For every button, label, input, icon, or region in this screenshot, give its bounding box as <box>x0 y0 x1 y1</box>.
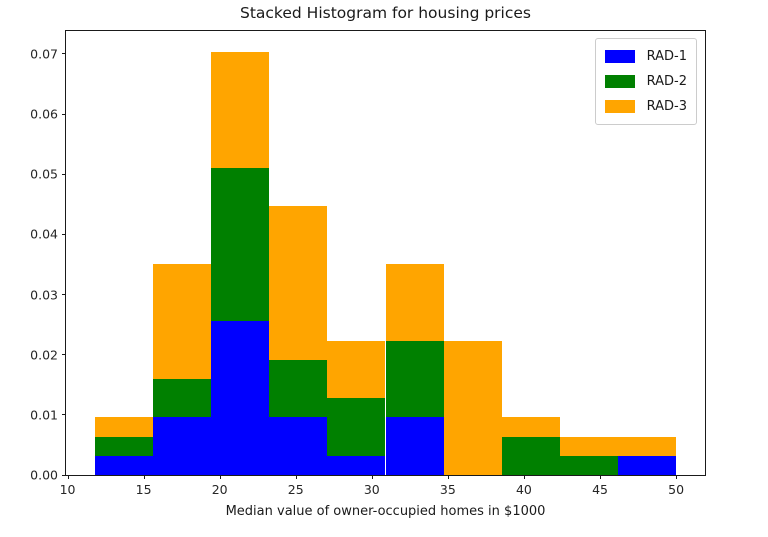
x-tick-label-25: 25 <box>287 482 304 497</box>
bar-segment-rad-1-bin6 <box>385 417 444 475</box>
bar-segment-rad-2-bin2 <box>153 378 212 418</box>
legend-swatch-rad-1 <box>604 50 635 63</box>
bar-segment-rad-3-bin2 <box>153 263 212 379</box>
chart-title: Stacked Histogram for housing prices <box>240 4 531 22</box>
bar-segment-rad-3-bin5 <box>327 340 386 399</box>
y-tick-label-0.02: 0.02 <box>30 347 58 363</box>
x-tick-mark-20 <box>219 475 221 479</box>
x-tick-mark-45 <box>600 475 602 479</box>
y-tick-label-0.01: 0.01 <box>30 407 58 423</box>
bar-segment-rad-3-bin1 <box>94 417 154 437</box>
legend: RAD-1 RAD-2 RAD-3 <box>594 38 697 125</box>
y-tick-label-0.05: 0.05 <box>30 166 58 182</box>
bar-segment-rad-2-bin1 <box>94 436 154 456</box>
bar-segment-rad-2-bin9 <box>559 455 618 475</box>
bar-segment-rad-3-bin6 <box>385 263 444 341</box>
legend-label-rad-3: RAD-3 <box>646 99 687 114</box>
bar-segment-rad-1-bin5 <box>327 455 386 475</box>
bar-segment-rad-2-bin8 <box>501 436 560 475</box>
y-tick-mark-0.06 <box>62 113 66 115</box>
bar-segment-rad-3-bin8 <box>501 417 560 437</box>
x-tick-mark-35 <box>447 475 449 479</box>
bar-segment-rad-2-bin5 <box>327 398 386 456</box>
x-tick-mark-15 <box>143 475 145 479</box>
x-tick-label-30: 30 <box>363 482 380 497</box>
x-tick-mark-40 <box>523 475 525 479</box>
bar-segment-rad-3-bin9 <box>559 436 618 456</box>
bar-segment-rad-2-bin4 <box>269 359 328 418</box>
x-tick-label-20: 20 <box>211 482 228 497</box>
x-tick-mark-50 <box>676 475 678 479</box>
x-tick-label-40: 40 <box>515 482 532 497</box>
x-axis-label: Median value of owner-occupied homes in … <box>225 504 546 519</box>
y-tick-mark-0.04 <box>62 233 66 235</box>
y-tick-mark-0.01 <box>62 414 66 416</box>
y-tick-label-0.03: 0.03 <box>30 287 58 302</box>
bar-segment-rad-1-bin10 <box>617 455 677 475</box>
x-tick-label-35: 35 <box>439 482 456 497</box>
y-tick-mark-0.07 <box>62 53 66 55</box>
legend-label-rad-1: RAD-1 <box>646 49 687 64</box>
bar-segment-rad-3-bin4 <box>269 206 328 360</box>
bar-segment-rad-1-bin1 <box>94 455 154 475</box>
y-tick-label-0.04: 0.04 <box>30 226 58 242</box>
bar-segment-rad-1-bin3 <box>211 321 270 475</box>
legend-entry-rad-2: RAD-2 <box>604 69 687 94</box>
bar-segment-rad-3-bin10 <box>617 436 677 456</box>
bar-segment-rad-2-bin3 <box>211 167 270 322</box>
y-tick-mark-0.05 <box>62 173 66 175</box>
y-tick-mark-0.03 <box>62 294 66 295</box>
bar-segment-rad-3-bin7 <box>443 340 502 475</box>
x-tick-label-45: 45 <box>592 482 608 497</box>
x-tick-mark-25 <box>295 475 297 479</box>
y-tick-label-0.06: 0.06 <box>30 106 58 122</box>
x-tick-label-15: 15 <box>135 482 152 497</box>
bar-segment-rad-1-bin2 <box>153 417 212 475</box>
plot-area: 10 15 20 25 30 35 40 45 50 0.00 0.01 0.02 0.03 0.04 0… <box>30 30 706 497</box>
y-tick-mark-0.02 <box>62 354 66 356</box>
bar-segment-rad-2-bin6 <box>385 340 444 418</box>
legend-swatch-rad-3 <box>604 100 635 113</box>
y-tick-label-0.07: 0.07 <box>30 46 58 62</box>
bar-segment-rad-3-bin3 <box>211 52 270 168</box>
legend-swatch-rad-2 <box>604 75 635 88</box>
x-tick-mark-10 <box>67 475 69 479</box>
legend-label-rad-2: RAD-2 <box>646 74 687 89</box>
bar-segment-rad-1-bin4 <box>269 417 328 475</box>
x-tick-label-10: 10 <box>59 482 76 497</box>
y-tick-label-0.00: 0.00 <box>30 467 58 483</box>
legend-entry-rad-1: RAD-1 <box>604 44 687 69</box>
y-tick-mark-0.00 <box>62 474 66 476</box>
x-tick-label-50: 50 <box>668 482 685 497</box>
legend-entry-rad-3: RAD-3 <box>604 94 687 119</box>
x-tick-mark-30 <box>371 475 373 479</box>
